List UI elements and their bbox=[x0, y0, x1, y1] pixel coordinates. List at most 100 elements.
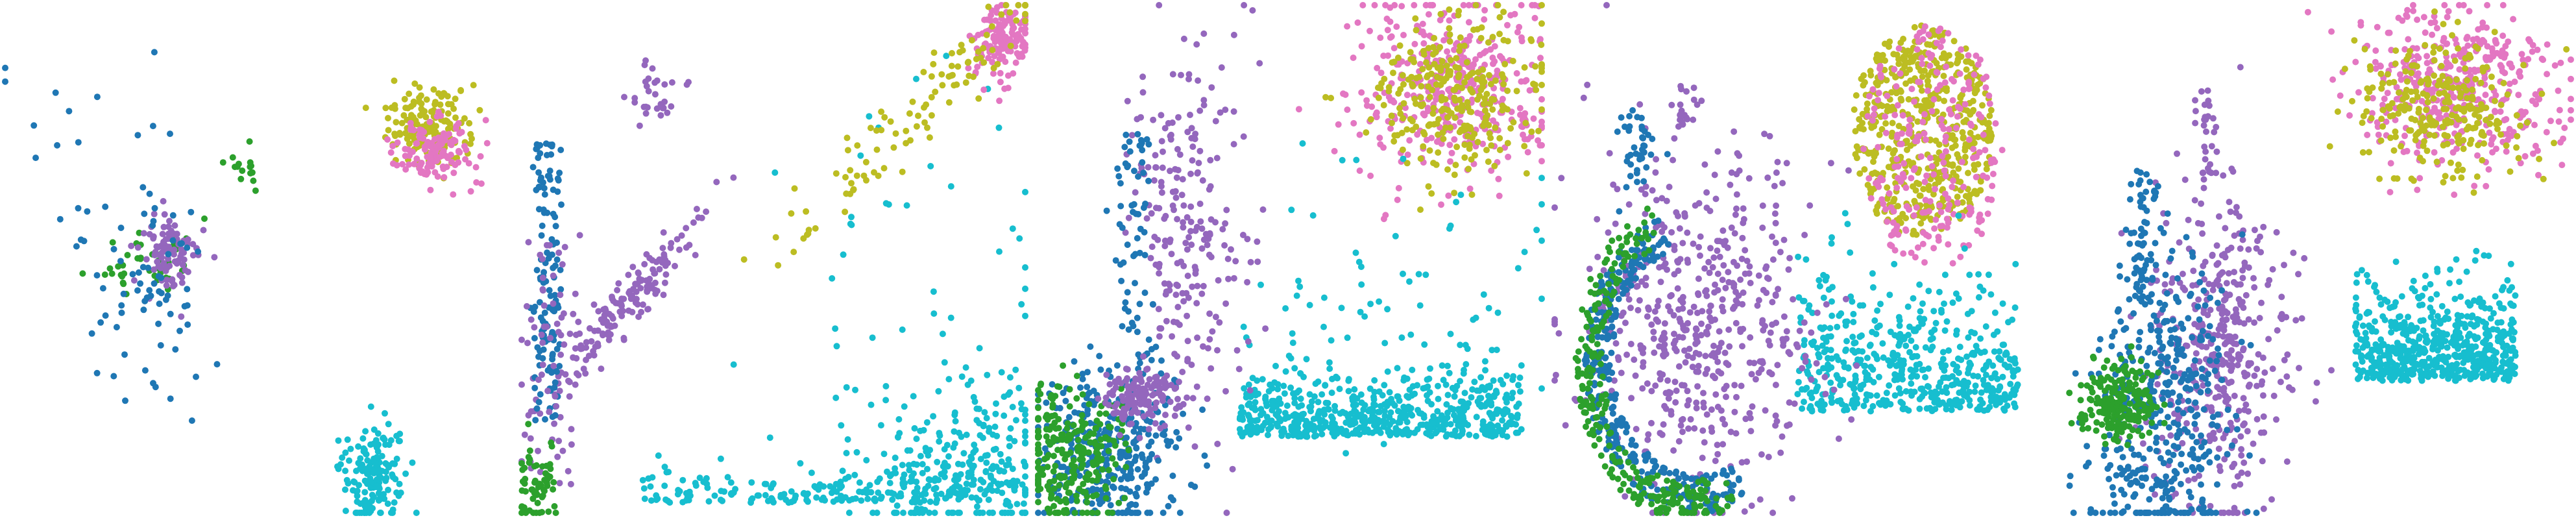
point-class-pink bbox=[1902, 184, 1910, 191]
point-class-purple bbox=[159, 230, 166, 238]
point-class-blue bbox=[140, 264, 147, 271]
point-class-purple bbox=[162, 236, 169, 243]
point-class-olive bbox=[772, 234, 779, 241]
point-class-blue bbox=[1149, 301, 1156, 308]
point-class-pink bbox=[1496, 53, 1503, 60]
point-class-cyan bbox=[1320, 406, 1328, 413]
point-class-cyan bbox=[1468, 394, 1475, 401]
point-class-olive bbox=[1471, 130, 1478, 138]
point-class-pink bbox=[1913, 204, 1920, 211]
point-class-purple bbox=[178, 274, 186, 281]
point-class-cyan bbox=[1434, 408, 1441, 415]
point-class-purple bbox=[1259, 206, 1267, 213]
point-class-purple bbox=[1187, 228, 1194, 235]
point-class-olive bbox=[1917, 192, 1924, 199]
point-class-purple bbox=[1122, 229, 1129, 236]
point-class-pink bbox=[1537, 55, 1544, 62]
point-class-pink bbox=[1882, 206, 1889, 213]
point-class-cyan bbox=[728, 491, 735, 498]
point-class-green bbox=[1045, 438, 1052, 445]
point-class-blue bbox=[1158, 357, 1165, 364]
point-class-olive bbox=[1538, 42, 1545, 48]
point-class-purple bbox=[1198, 225, 1206, 232]
point-class-olive bbox=[1979, 102, 1986, 109]
point-class-blue bbox=[157, 342, 164, 349]
point-class-blue bbox=[557, 147, 565, 153]
point-class-olive bbox=[1453, 143, 1461, 151]
point-class-blue bbox=[141, 367, 149, 374]
point-class-cyan bbox=[913, 461, 920, 468]
point-class-pink bbox=[1973, 52, 1980, 59]
point-class-purple bbox=[632, 299, 639, 306]
point-class-blue bbox=[1117, 454, 1124, 462]
point-class-cyan bbox=[1310, 415, 1317, 423]
point-class-cyan bbox=[1018, 406, 1025, 413]
point-class-cyan bbox=[1459, 421, 1466, 428]
point-class-green bbox=[546, 473, 553, 480]
point-class-pink bbox=[1002, 58, 1009, 66]
point-class-pink bbox=[1921, 130, 1928, 137]
point-class-olive bbox=[1461, 42, 1468, 49]
point-class-olive bbox=[1411, 58, 1418, 66]
point-class-purple bbox=[1136, 434, 1143, 441]
point-class-purple bbox=[575, 318, 582, 325]
point-class-pink bbox=[1942, 133, 1949, 140]
point-class-pink bbox=[1908, 175, 1915, 182]
point-class-cyan bbox=[938, 471, 945, 478]
point-class-olive bbox=[1957, 179, 1964, 186]
point-class-purple bbox=[588, 338, 595, 345]
point-class-blue bbox=[1199, 406, 1206, 413]
point-class-purple bbox=[1132, 375, 1139, 382]
point-class-cyan bbox=[1440, 376, 1447, 384]
point-class-pink bbox=[1451, 136, 1458, 143]
point-class-cyan bbox=[1414, 382, 1421, 389]
point-class-blue bbox=[1113, 362, 1121, 369]
point-class-olive bbox=[1538, 2, 1545, 8]
point-class-blue bbox=[120, 290, 127, 297]
point-class-blue bbox=[546, 142, 553, 149]
point-class-cyan bbox=[373, 476, 380, 483]
point-class-olive bbox=[1428, 190, 1435, 197]
point-class-blue bbox=[122, 397, 128, 404]
point-class-cyan bbox=[396, 480, 403, 487]
point-class-blue bbox=[1138, 473, 1145, 480]
point-class-cyan bbox=[830, 498, 837, 505]
point-class-olive bbox=[1420, 101, 1426, 108]
point-class-cyan bbox=[913, 436, 920, 442]
point-class-cyan bbox=[985, 496, 992, 503]
point-class-olive bbox=[1457, 34, 1464, 41]
point-class-olive bbox=[1878, 126, 1886, 133]
point-class-cyan bbox=[983, 415, 990, 422]
point-class-cyan bbox=[1538, 175, 1545, 182]
point-class-cyan bbox=[1265, 432, 1271, 439]
point-class-purple bbox=[1124, 390, 1131, 397]
point-class-cyan bbox=[999, 489, 1006, 497]
point-class-green bbox=[1035, 476, 1041, 483]
point-class-pink bbox=[1949, 97, 1956, 104]
point-class-pink bbox=[1950, 177, 1956, 184]
point-class-cyan bbox=[1490, 377, 1497, 384]
point-class-cyan bbox=[895, 434, 901, 441]
point-class-purple bbox=[1174, 304, 1182, 310]
point-class-olive bbox=[1911, 24, 1918, 31]
point-class-green bbox=[550, 486, 557, 493]
point-class-cyan bbox=[933, 491, 940, 499]
point-class-olive bbox=[928, 73, 935, 80]
cluster-class-olive-2-5 bbox=[740, 2, 1028, 269]
point-class-pink bbox=[1518, 2, 1525, 8]
point-class-pink bbox=[1530, 115, 1537, 122]
point-class-purple bbox=[1161, 125, 1169, 132]
point-class-purple bbox=[1216, 319, 1223, 326]
point-class-pink bbox=[465, 160, 472, 167]
point-class-green bbox=[124, 252, 131, 258]
point-class-purple bbox=[171, 246, 178, 253]
point-class-cyan bbox=[1289, 330, 1296, 337]
point-class-cyan bbox=[833, 488, 840, 495]
point-class-cyan bbox=[899, 481, 906, 488]
cluster-class-purple-2-9 bbox=[518, 232, 583, 487]
point-class-olive bbox=[1940, 73, 1947, 79]
point-class-pink bbox=[1956, 70, 1963, 77]
point-class-pink bbox=[1516, 23, 1523, 31]
point-class-cyan bbox=[1503, 372, 1511, 379]
point-class-cyan bbox=[1015, 384, 1023, 391]
